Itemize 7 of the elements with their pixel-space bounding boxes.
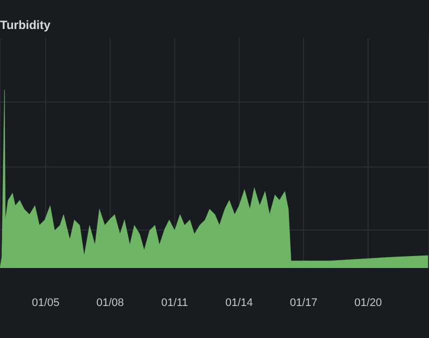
x-tick-label: 01/17 bbox=[290, 296, 318, 309]
x-tick-label: 01/11 bbox=[161, 296, 188, 309]
x-tick-label: 01/05 bbox=[32, 296, 60, 309]
x-tick-label: 01/20 bbox=[354, 296, 382, 309]
chart-title: Turbidity bbox=[0, 17, 52, 34]
x-tick-label: 01/14 bbox=[225, 296, 253, 309]
x-tick-label: 01/08 bbox=[96, 296, 124, 309]
